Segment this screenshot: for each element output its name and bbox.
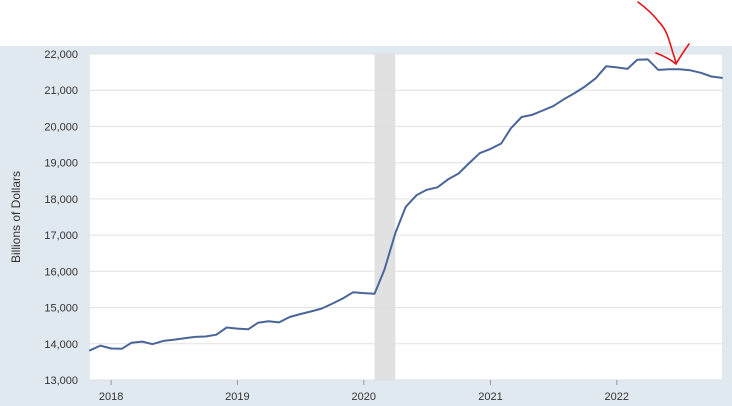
annotation-arrow-head xyxy=(655,43,690,65)
x-axis-ticks: 2018 2019 2020 2021 2022 xyxy=(99,380,629,403)
plot-area xyxy=(90,54,722,380)
y-tick-label-17000: 17,000 xyxy=(44,230,78,242)
y-tick-label-16000: 16,000 xyxy=(44,266,78,278)
y-tick-label-18000: 18,000 xyxy=(44,194,78,206)
series-layer xyxy=(89,58,723,352)
annotation-arrow-shaft xyxy=(637,1,677,65)
x-tick-label-2022: 2022 xyxy=(605,391,629,403)
y-tick-label-15000: 15,000 xyxy=(44,303,78,315)
chart-frame-left xyxy=(0,46,90,406)
y-tick-label-19000: 19,000 xyxy=(44,158,78,170)
recession-shading xyxy=(374,54,396,380)
annotation-arrow xyxy=(637,1,690,65)
y-axis-title: Billions of Dollars xyxy=(9,171,23,263)
y-tick-label-20000: 20,000 xyxy=(44,121,78,133)
y-tick-label-22000: 22,000 xyxy=(44,49,78,61)
x-tick-label-2021: 2021 xyxy=(478,391,502,403)
y-tick-label-21000: 21,000 xyxy=(44,85,78,97)
recession-band xyxy=(374,54,396,380)
gridlines xyxy=(90,53,722,381)
series-line-0 xyxy=(89,58,723,352)
y-tick-label-14000: 14,000 xyxy=(44,339,78,351)
y-tick-label-13000: 13,000 xyxy=(44,375,78,387)
y-axis-ticks: 13,000 14,000 15,000 16,000 17,000 18,000 19,0… xyxy=(44,49,78,387)
x-tick-label-2019: 2019 xyxy=(225,391,249,403)
x-tick-label-2018: 2018 xyxy=(99,391,123,403)
x-tick-label-2020: 2020 xyxy=(352,391,376,403)
